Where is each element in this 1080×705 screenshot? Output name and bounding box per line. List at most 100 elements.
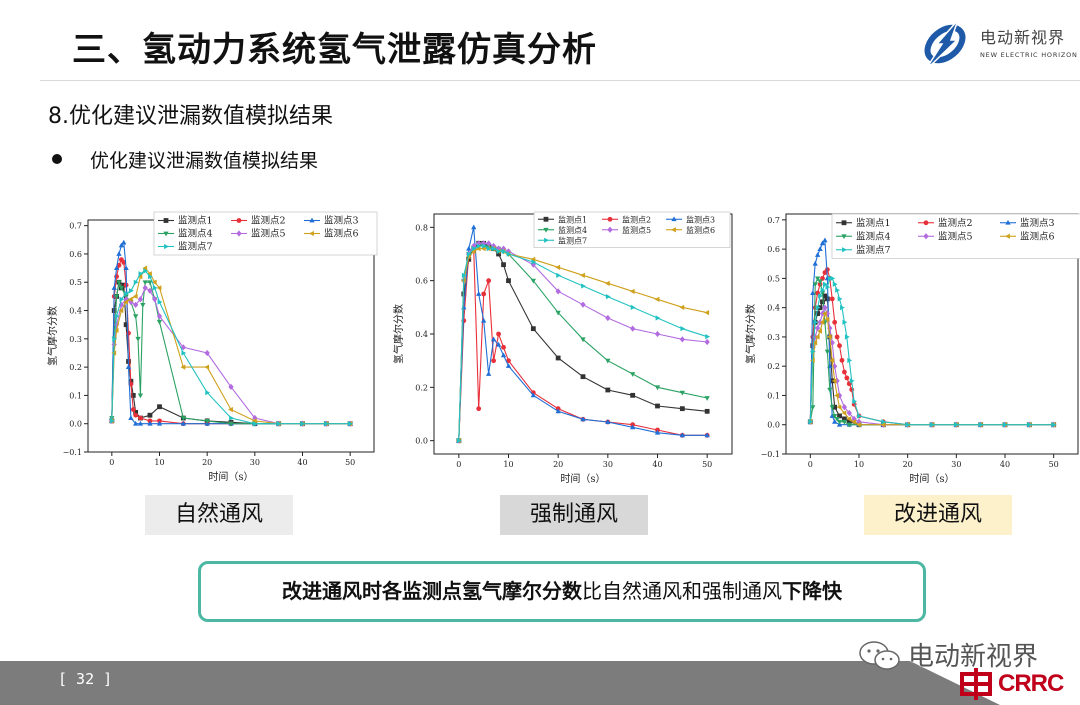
data-point (605, 358, 611, 364)
data-point (133, 409, 139, 415)
condition-label-forced: 强制通风 (500, 495, 648, 535)
footer-bar (0, 661, 1000, 705)
condition-label-improved: 改进通风 (864, 495, 1012, 535)
data-point (130, 393, 136, 398)
legend-marker (607, 226, 613, 233)
series-3 (456, 224, 710, 443)
data-point (157, 299, 163, 305)
data-point (822, 293, 828, 299)
data-point (142, 265, 148, 271)
data-point (834, 334, 840, 340)
data-point (605, 387, 611, 393)
legend-marker (842, 247, 847, 253)
series-line (809, 277, 1054, 426)
data-point (840, 305, 845, 311)
legend-label: 监测点2 (622, 214, 651, 224)
data-point (1051, 422, 1057, 428)
data-point (815, 311, 821, 316)
x-tick-label: 30 (603, 460, 613, 469)
series-line (809, 311, 1054, 426)
data-point (481, 243, 487, 249)
series-1 (109, 279, 353, 427)
x-tick-label: 50 (345, 458, 355, 467)
section-heading: 8.优化建议泄漏数值模拟结果 (48, 104, 333, 129)
data-point (630, 304, 636, 310)
x-axis-label: 时间（s） (560, 472, 605, 485)
data-point (841, 404, 848, 411)
data-point (476, 240, 482, 247)
x-tick-label: 0 (109, 458, 114, 467)
data-point (142, 280, 148, 286)
data-point (495, 341, 502, 347)
data-point (832, 414, 838, 419)
data-point (156, 285, 162, 291)
data-point (530, 278, 536, 284)
data-point (501, 248, 507, 254)
legend-label: 监测点7 (178, 241, 213, 253)
data-point (832, 404, 838, 410)
y-tick-label: 0.0 (69, 420, 82, 429)
data-point (204, 364, 210, 370)
y-tick-label: 0.2 (69, 363, 82, 372)
data-point (679, 304, 685, 310)
data-point (679, 390, 685, 396)
x-tick-label: 10 (854, 460, 864, 469)
condition-label-natural: 自然通风 (145, 495, 293, 535)
legend-marker (841, 234, 847, 240)
data-point (148, 273, 153, 280)
data-point (834, 416, 840, 422)
data-point (704, 396, 710, 401)
data-point (812, 282, 818, 288)
x-tick-label: 0 (456, 460, 461, 469)
x-tick-label: 40 (297, 458, 307, 467)
data-point (630, 424, 636, 430)
title-divider (40, 80, 1080, 81)
series-line (111, 280, 351, 425)
data-point (842, 369, 847, 375)
data-point (140, 302, 146, 308)
data-point (466, 245, 472, 251)
data-point (813, 319, 819, 325)
bullet-text: 优化建议泄漏数值模拟结果 (90, 150, 319, 172)
data-point (630, 372, 636, 377)
legend-label: 监测点4 (558, 225, 587, 235)
data-point (109, 418, 115, 424)
series-line (458, 247, 708, 441)
brand-logo: 电动新视界 NEW ELECTRIC HORIZON (918, 14, 1078, 76)
data-point (123, 322, 129, 328)
data-point (704, 338, 710, 346)
data-point (486, 278, 492, 284)
x-tick-label: 30 (951, 460, 961, 469)
data-point (530, 326, 536, 332)
data-point (228, 421, 234, 427)
data-point (121, 239, 127, 245)
data-point (156, 319, 163, 325)
data-point (126, 330, 131, 336)
data-point (133, 301, 139, 308)
page-number: [ 32 ] (58, 670, 113, 688)
legend-marker (671, 227, 676, 233)
data-point (629, 288, 635, 294)
data-point (630, 325, 636, 332)
x-axis-label: 时间（s） (909, 472, 954, 485)
data-point (137, 296, 144, 303)
data-point (486, 246, 492, 252)
data-point (954, 422, 960, 428)
data-point (461, 272, 467, 278)
data-point (704, 310, 710, 316)
legend-marker (236, 218, 242, 223)
data-point (119, 296, 125, 302)
data-point (857, 413, 862, 419)
data-point (506, 358, 511, 364)
data-point (138, 271, 144, 277)
data-point (300, 421, 306, 427)
data-point (818, 293, 823, 299)
chart-svg: 0 10 20 30 40 50 −0.1 0.0 0.1 0.2 0.3 0.4 0.5 0.6 0.7 时… (744, 213, 1080, 485)
y-tick-label: 0.3 (69, 335, 82, 344)
data-point (475, 246, 481, 252)
data-point (180, 416, 186, 421)
data-point (630, 392, 636, 398)
data-point (1027, 422, 1033, 428)
data-point (881, 419, 887, 425)
data-point (128, 288, 134, 294)
